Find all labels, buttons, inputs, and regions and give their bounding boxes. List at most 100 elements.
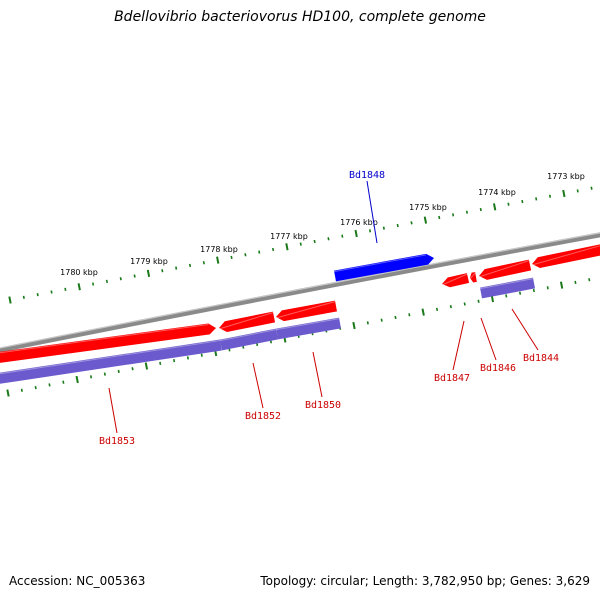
outer-tick-mark bbox=[36, 293, 39, 297]
inner-tick-mark bbox=[75, 375, 79, 384]
inner-tick-mark bbox=[380, 318, 383, 322]
outer-tick-mark bbox=[313, 239, 316, 244]
label-leader-lines bbox=[108, 180, 539, 434]
scale-tick-label: 1778 kbp bbox=[200, 245, 238, 254]
outer-tick-mark bbox=[161, 269, 164, 273]
gene-highlight bbox=[0, 323, 209, 354]
outer-tick-mark bbox=[452, 213, 455, 217]
outer-tick-mark bbox=[230, 255, 233, 260]
scale-tick-label: 1775 kbp bbox=[409, 203, 447, 212]
outer-tick-mark bbox=[492, 203, 497, 211]
inner-tick-mark bbox=[559, 281, 564, 289]
outer-tick-mark bbox=[521, 199, 524, 204]
gene-arrow bbox=[532, 244, 600, 268]
inner-tick-mark bbox=[408, 313, 411, 317]
gene-arrow bbox=[276, 300, 337, 322]
gene-highlight bbox=[275, 318, 340, 331]
outer-tick-mark bbox=[382, 226, 385, 230]
outer-tick-mark bbox=[535, 197, 538, 201]
outer-tick-mark bbox=[299, 242, 302, 246]
inner-tick-mark bbox=[117, 369, 120, 374]
outer-tick-mark bbox=[590, 186, 593, 190]
genome-backbone-highlight bbox=[0, 232, 600, 349]
gene-arrow bbox=[0, 323, 216, 363]
inner-tick-mark bbox=[477, 299, 480, 303]
gene-leader-line bbox=[252, 362, 264, 409]
gene-highlight bbox=[531, 245, 600, 266]
scale-tick-label: 1780 kbp bbox=[60, 268, 98, 277]
outer-tick-mark bbox=[410, 221, 413, 225]
gene-leader-line bbox=[366, 180, 378, 244]
inner-tick-mark bbox=[200, 353, 203, 357]
inner-tick-mark bbox=[574, 280, 577, 285]
gene-label: Bd1846 bbox=[480, 363, 516, 374]
scale-tick-label: 1777 kbp bbox=[270, 232, 308, 241]
inner-tick-mark bbox=[186, 356, 189, 360]
outer-tick-mark bbox=[272, 247, 275, 252]
inner-tick-mark bbox=[352, 321, 356, 330]
tick-label-group: 1773 kbp 1774 kbp 1775 kbp 1776 kbp 1777 kbp… bbox=[60, 172, 585, 277]
inner-tick-mark bbox=[20, 388, 23, 392]
gene-label: Bd1844 bbox=[523, 353, 559, 364]
gene-arrow-secondary bbox=[0, 339, 222, 384]
gene-arrow-secondary bbox=[479, 277, 536, 299]
inner-tick-mark bbox=[103, 372, 106, 376]
gene-arrow-secondary bbox=[219, 328, 279, 351]
outer-tick-mark bbox=[548, 194, 552, 198]
map-title: Bdellovibrio bacteriovorus HD100, comple… bbox=[114, 9, 486, 25]
inner-tick-mark bbox=[449, 305, 452, 309]
genome-backbone bbox=[0, 232, 600, 353]
accession-text: Accession: NC_005363 bbox=[9, 574, 146, 588]
outer-tick-mark bbox=[50, 290, 53, 294]
outer-tick-mark bbox=[188, 263, 192, 268]
inner-tick-track bbox=[6, 278, 591, 397]
gene-highlight bbox=[218, 312, 274, 330]
inner-tick-mark bbox=[144, 362, 149, 370]
outer-tick-mark bbox=[119, 277, 122, 281]
inner-tick-mark bbox=[89, 375, 93, 379]
inner-tick-mark bbox=[532, 288, 535, 293]
gene-arrow-secondary bbox=[276, 317, 341, 340]
gene-label: Bd1853 bbox=[99, 436, 135, 447]
outer-tick-mark bbox=[423, 216, 428, 224]
gene-label: Bd1850 bbox=[305, 400, 341, 411]
gene-arrow bbox=[334, 253, 434, 282]
inner-tick-mark bbox=[463, 302, 466, 306]
gene-leader-line bbox=[480, 317, 497, 361]
outer-tick-mark bbox=[244, 253, 247, 257]
inner-tick-mark bbox=[394, 315, 397, 320]
inner-tick-mark bbox=[173, 359, 176, 363]
outer-tick-mark bbox=[285, 243, 289, 251]
outer-tick-mark bbox=[258, 250, 261, 254]
outer-tick-mark bbox=[479, 207, 482, 212]
gene-features bbox=[0, 244, 600, 384]
outer-tick-mark bbox=[146, 269, 151, 278]
gene-leader-line bbox=[452, 320, 465, 371]
gene-highlight bbox=[275, 301, 336, 319]
outer-tick-mark bbox=[8, 296, 12, 304]
outer-tick-mark bbox=[202, 261, 205, 265]
gene-highlight bbox=[469, 272, 476, 280]
gene-leader-line bbox=[312, 351, 323, 398]
inner-tick-mark bbox=[518, 291, 522, 295]
inner-tick-mark bbox=[6, 389, 10, 397]
outer-tick-track bbox=[8, 186, 593, 304]
scale-tick-label: 1776 kbp bbox=[340, 218, 378, 227]
inner-tick-mark bbox=[366, 321, 369, 325]
outer-tick-mark bbox=[396, 223, 399, 228]
inner-tick-mark bbox=[159, 361, 162, 365]
outer-tick-mark bbox=[368, 229, 372, 233]
scale-tick-label: 1773 kbp bbox=[547, 172, 585, 181]
inner-tick-mark bbox=[62, 380, 65, 384]
inner-tick-mark bbox=[505, 294, 508, 298]
gene-leader-line bbox=[511, 308, 539, 351]
outer-tick-mark bbox=[438, 215, 441, 220]
gene-label-group: Bd1848 Bd1847 Bd1846 Bd1844 Bd1850 Bd1852 Bd18… bbox=[99, 170, 559, 447]
inner-tick-mark bbox=[546, 286, 549, 290]
gene-highlight bbox=[479, 278, 534, 290]
outer-tick-mark bbox=[354, 229, 358, 238]
gene-highlight bbox=[0, 340, 221, 375]
gene-arrow bbox=[442, 273, 470, 288]
gene-label: Bd1852 bbox=[245, 411, 281, 422]
